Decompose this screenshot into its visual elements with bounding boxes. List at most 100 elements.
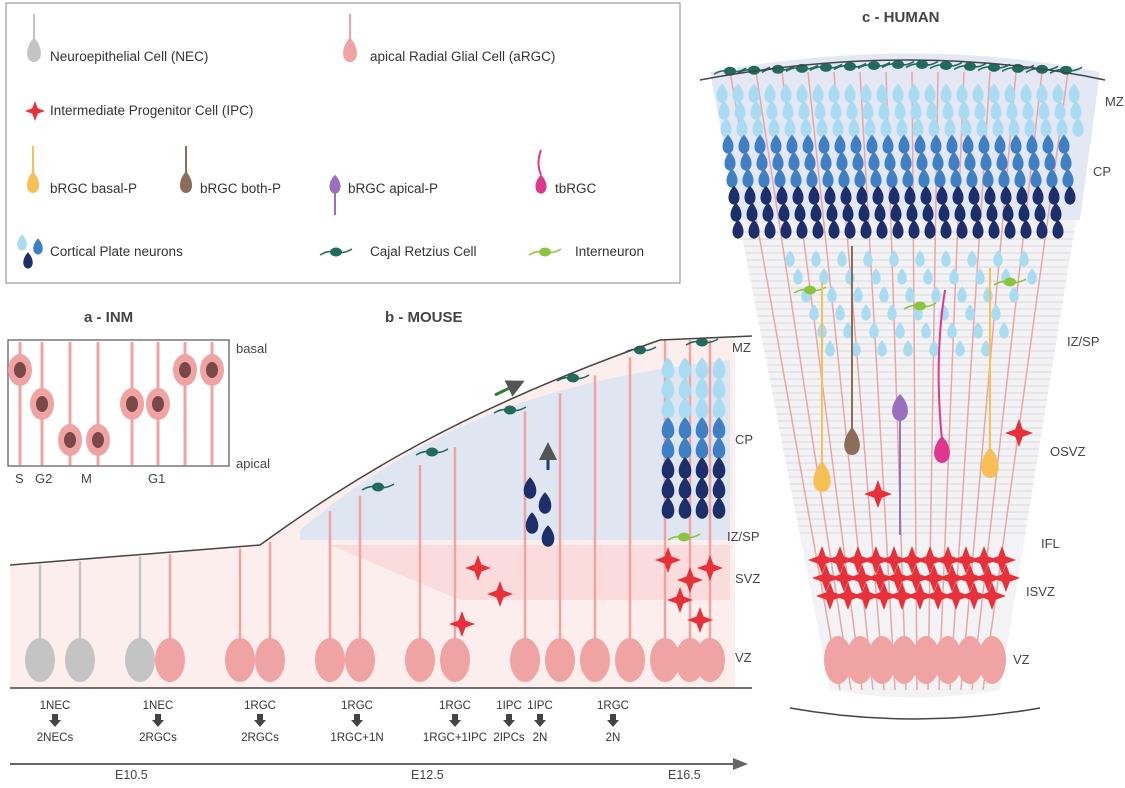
division-3-progeny: 1RGC+1N: [330, 732, 383, 744]
human-cp-neuron: [962, 134, 974, 154]
mouse-cajal-cell: [567, 373, 579, 383]
human-cp-neuron: [846, 100, 858, 120]
mouse-zone-cp: CP: [735, 432, 753, 447]
division-3-arrow: [351, 714, 363, 727]
human-cp-neuron: [1022, 100, 1034, 120]
legend-bapical-glyph: [329, 174, 341, 194]
human-cp-neuron: [876, 83, 888, 103]
human-vz-cell: [824, 636, 852, 684]
human-cp-neuron: [776, 185, 788, 205]
human-cp-neuron: [724, 151, 736, 171]
inm-nucleus: [179, 362, 191, 378]
legend-argc-glyph: [343, 37, 357, 62]
human-cp-neuron: [748, 219, 760, 239]
human-osvz-ipc: [1005, 419, 1033, 447]
human-cajal-cell: [748, 65, 760, 75]
human-cp-neuron: [800, 117, 812, 137]
human-cp-neuron: [1010, 134, 1022, 154]
human-isvz-ipc: [862, 546, 890, 574]
legend-ipc: Intermediate Progenitor Cell (IPC): [50, 103, 253, 118]
human-cp-neuron: [836, 151, 848, 171]
human-cp-neuron: [788, 151, 800, 171]
human-cp-neuron: [1002, 202, 1014, 222]
mouse-zone-izsp: IZ/SP: [727, 529, 760, 544]
human-izsp-neuron: [949, 268, 959, 285]
inm-phase-m: M: [81, 471, 92, 486]
human-cp-neuron: [1068, 83, 1080, 103]
mouse-ipc: [655, 547, 681, 573]
human-cp-neuron: [794, 202, 806, 222]
human-cp-neuron: [990, 100, 1002, 120]
human-cp-neuron: [940, 219, 952, 239]
human-cp-neuron: [972, 83, 984, 103]
human-cp-neuron: [792, 185, 804, 205]
mouse-migrating-neuron: [523, 477, 537, 499]
human-bbasal-cell: [981, 447, 999, 478]
mouse-migrating-neuron: [541, 525, 555, 547]
division-0-arrow: [49, 714, 61, 727]
mouse-cp-neuron: [695, 377, 709, 399]
human-zone-isvz: ISVZ: [1026, 584, 1055, 599]
human-izsp-neuron: [811, 250, 821, 267]
human-cp-neuron: [812, 219, 824, 239]
human-cp-neuron: [942, 100, 954, 120]
human-cp-neuron: [906, 202, 918, 222]
human-cp-neuron: [810, 202, 822, 222]
legend-inter: Interneuron: [575, 244, 644, 259]
human-bapical-cell: [892, 394, 908, 421]
human-izsp-neuron: [999, 322, 1009, 339]
mouse-cp-neuron: [661, 417, 675, 439]
human-cp-neuron: [966, 168, 978, 188]
human-cp-neuron: [860, 219, 872, 239]
inm-basal-label: basal: [236, 341, 267, 356]
human-cp-neuron: [892, 219, 904, 239]
human-izsp-neuron: [837, 250, 847, 267]
human-vz-cell: [868, 636, 896, 684]
human-cp-neuron: [766, 100, 778, 120]
human-cp-neuron: [874, 202, 886, 222]
human-cp-neuron: [828, 219, 840, 239]
human-cp-neuron: [974, 100, 986, 120]
human-izsp-neuron: [929, 340, 939, 357]
mouse-vz-cell: [315, 638, 345, 682]
human-izsp-neuron: [825, 340, 835, 357]
legend-box: [5, 2, 681, 284]
human-cp-neuron: [868, 151, 880, 171]
human-cp-neuron: [866, 134, 878, 154]
human-isvz-ipc: [988, 546, 1016, 574]
mouse-cp-neuron: [712, 397, 726, 419]
human-cp-neuron: [910, 100, 922, 120]
legend-argc: apical Radial Glial Cell (aRGC): [370, 49, 555, 64]
division-4-progeny: 1RGC+1IPC: [423, 732, 487, 744]
human-cp-neuron: [924, 83, 936, 103]
timeline-e165: E16.5: [668, 768, 701, 782]
human-cp-neuron: [916, 151, 928, 171]
human-izsp-neuron: [863, 250, 873, 267]
human-izsp-neuron: [967, 250, 977, 267]
human-isvz-ipc: [974, 564, 1002, 592]
legend-cpn: Cortical Plate neurons: [50, 244, 183, 259]
division-2-progeny: 2RGCs: [241, 732, 279, 744]
human-cp-neuron: [968, 185, 980, 205]
human-cp-neuron: [976, 117, 988, 137]
human-cp-neuron: [1020, 219, 1032, 239]
human-cp-neuron: [882, 134, 894, 154]
mouse-cp-neuron: [695, 357, 709, 379]
division-0-progeny: 2NECs: [37, 732, 74, 744]
timeline-e125: E12.5: [411, 768, 444, 782]
human-izsp-neuron: [965, 304, 975, 321]
mouse-panel: MZ CP IZ/SP SVZ VZ 1NEC 2NECs 1NEC 2RGCs 1RG…: [9, 335, 760, 782]
human-vz-cell: [890, 636, 918, 684]
human-cp-neuron: [956, 83, 968, 103]
human-cp-neuron: [1058, 134, 1070, 154]
human-cp-neuron: [726, 168, 738, 188]
human-izsp-neuron: [827, 286, 837, 303]
legend-bboth-glyph: [179, 171, 193, 193]
human-cp-neuron: [1032, 185, 1044, 205]
human-cp-neuron: [1030, 168, 1042, 188]
human-cp-neuron: [1046, 168, 1058, 188]
human-isvz-ipc: [870, 582, 898, 610]
human-cp-neuron: [948, 151, 960, 171]
human-cp-neuron: [880, 117, 892, 137]
